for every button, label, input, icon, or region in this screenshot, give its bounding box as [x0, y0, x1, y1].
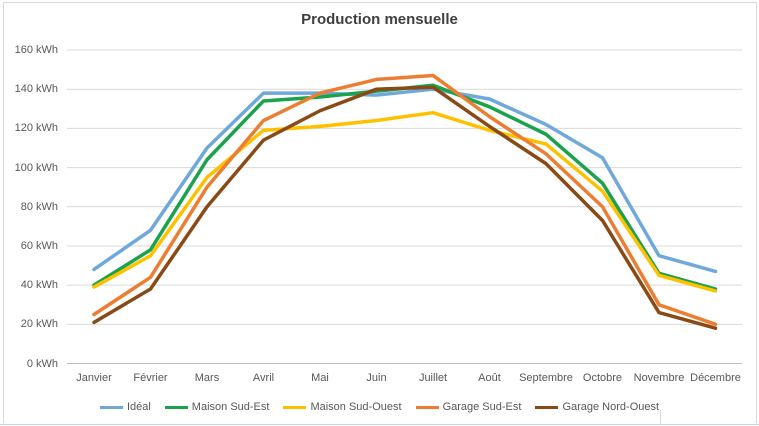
y-axis-label: 160 kWh — [14, 44, 58, 56]
y-axis-label: 0 kWh — [26, 357, 58, 370]
x-axis-label: Décembre — [690, 372, 741, 384]
y-axis-label: 120 kWh — [14, 122, 58, 135]
chart-title: Production mensuelle — [301, 11, 458, 28]
legend-label: Maison Sud-Ouest — [310, 401, 402, 413]
legend-line-swatch — [415, 405, 439, 409]
series-line-2[interactable] — [92, 110, 718, 293]
x-axis-label: Août — [478, 372, 501, 384]
series-line-3[interactable] — [92, 73, 718, 327]
legend-item-3[interactable]: Garage Sud-Est — [415, 400, 522, 414]
x-axis-label: Septembre — [519, 372, 573, 384]
x-axis-label: Juillet — [418, 372, 448, 384]
legend-label: Garage Sud-Est — [442, 401, 522, 413]
x-axis-label: Mars — [194, 372, 220, 384]
x-axis-label: Avril — [252, 372, 275, 384]
legend-item-0[interactable]: Idéal — [99, 400, 151, 414]
x-axis-label: Janvier — [76, 372, 112, 384]
legend: Idéal Maison Sud-Est Maison Sud-Ouest Garag… — [0, 399, 759, 415]
y-axis-label: 40 kWh — [20, 279, 58, 292]
y-axis-label: 60 kWh — [20, 239, 58, 252]
legend-item-4[interactable]: Garage Nord-Ouest — [535, 400, 659, 414]
x-axis-label: Février — [133, 372, 168, 384]
x-axis-label: Octobre — [582, 372, 623, 384]
x-axis-label: Novembre — [633, 372, 685, 384]
legend-item-1[interactable]: Maison Sud-Est — [164, 400, 270, 414]
y-axis-label: 100 kWh — [14, 161, 58, 174]
series-line-0[interactable] — [92, 87, 718, 274]
sheet-gridline-artifact — [660, 410, 661, 424]
legend-line-swatch — [164, 405, 188, 409]
legend-line-swatch — [99, 405, 123, 409]
y-axis-label: 80 kWh — [20, 200, 58, 213]
legend-label: Maison Sud-Est — [191, 401, 270, 413]
legend-line-swatch — [535, 405, 559, 409]
legend-item-2[interactable]: Maison Sud-Ouest — [283, 400, 402, 414]
x-axis-label: Mai — [311, 372, 329, 384]
y-axis-label: 20 kWh — [20, 318, 58, 331]
legend-line-swatch — [283, 405, 307, 409]
y-axis-label: 140 kWh — [14, 83, 58, 96]
legend-label: Garage Nord-Ouest — [562, 401, 660, 413]
series-line-4[interactable] — [92, 85, 718, 330]
x-axis-label: Juin — [366, 372, 387, 384]
chart-bottom-edge — [0, 424, 759, 425]
legend-label: Idéal — [126, 401, 151, 413]
